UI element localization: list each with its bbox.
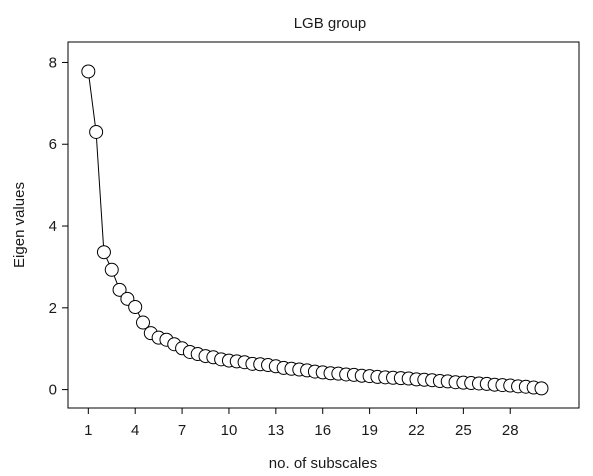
x-tick-label: 22 <box>408 422 425 439</box>
x-tick-label: 16 <box>314 422 331 439</box>
y-tick-label: 2 <box>49 300 57 317</box>
y-tick-label: 4 <box>49 218 57 235</box>
x-tick-label: 19 <box>361 422 378 439</box>
x-tick-label: 10 <box>221 422 238 439</box>
y-axis: 0 2 4 6 8 <box>49 54 68 399</box>
data-point <box>112 282 127 297</box>
x-axis: 1 4 7 10 13 16 19 22 25 28 <box>84 408 519 439</box>
x-tick-label: 13 <box>267 422 284 439</box>
y-axis-label: Eigen values <box>11 182 28 268</box>
series-layer <box>81 64 549 396</box>
chart-title: LGB group <box>294 15 367 32</box>
x-tick-label: 25 <box>455 422 472 439</box>
y-tick-label: 8 <box>49 54 57 71</box>
data-point <box>128 299 143 314</box>
y-tick-label: 6 <box>49 136 57 153</box>
plot-frame <box>67 41 580 409</box>
data-point <box>534 381 549 396</box>
data-point <box>81 64 96 79</box>
data-point <box>104 262 119 277</box>
y-tick-label: 0 <box>49 382 57 399</box>
x-tick-label: 1 <box>84 422 92 439</box>
x-tick-label: 28 <box>502 422 519 439</box>
data-point <box>89 124 104 139</box>
x-tick-label: 7 <box>178 422 186 439</box>
data-point <box>136 315 151 330</box>
data-point <box>96 245 111 260</box>
x-axis-label: no. of subscales <box>269 455 377 472</box>
x-tick-label: 4 <box>131 422 139 439</box>
